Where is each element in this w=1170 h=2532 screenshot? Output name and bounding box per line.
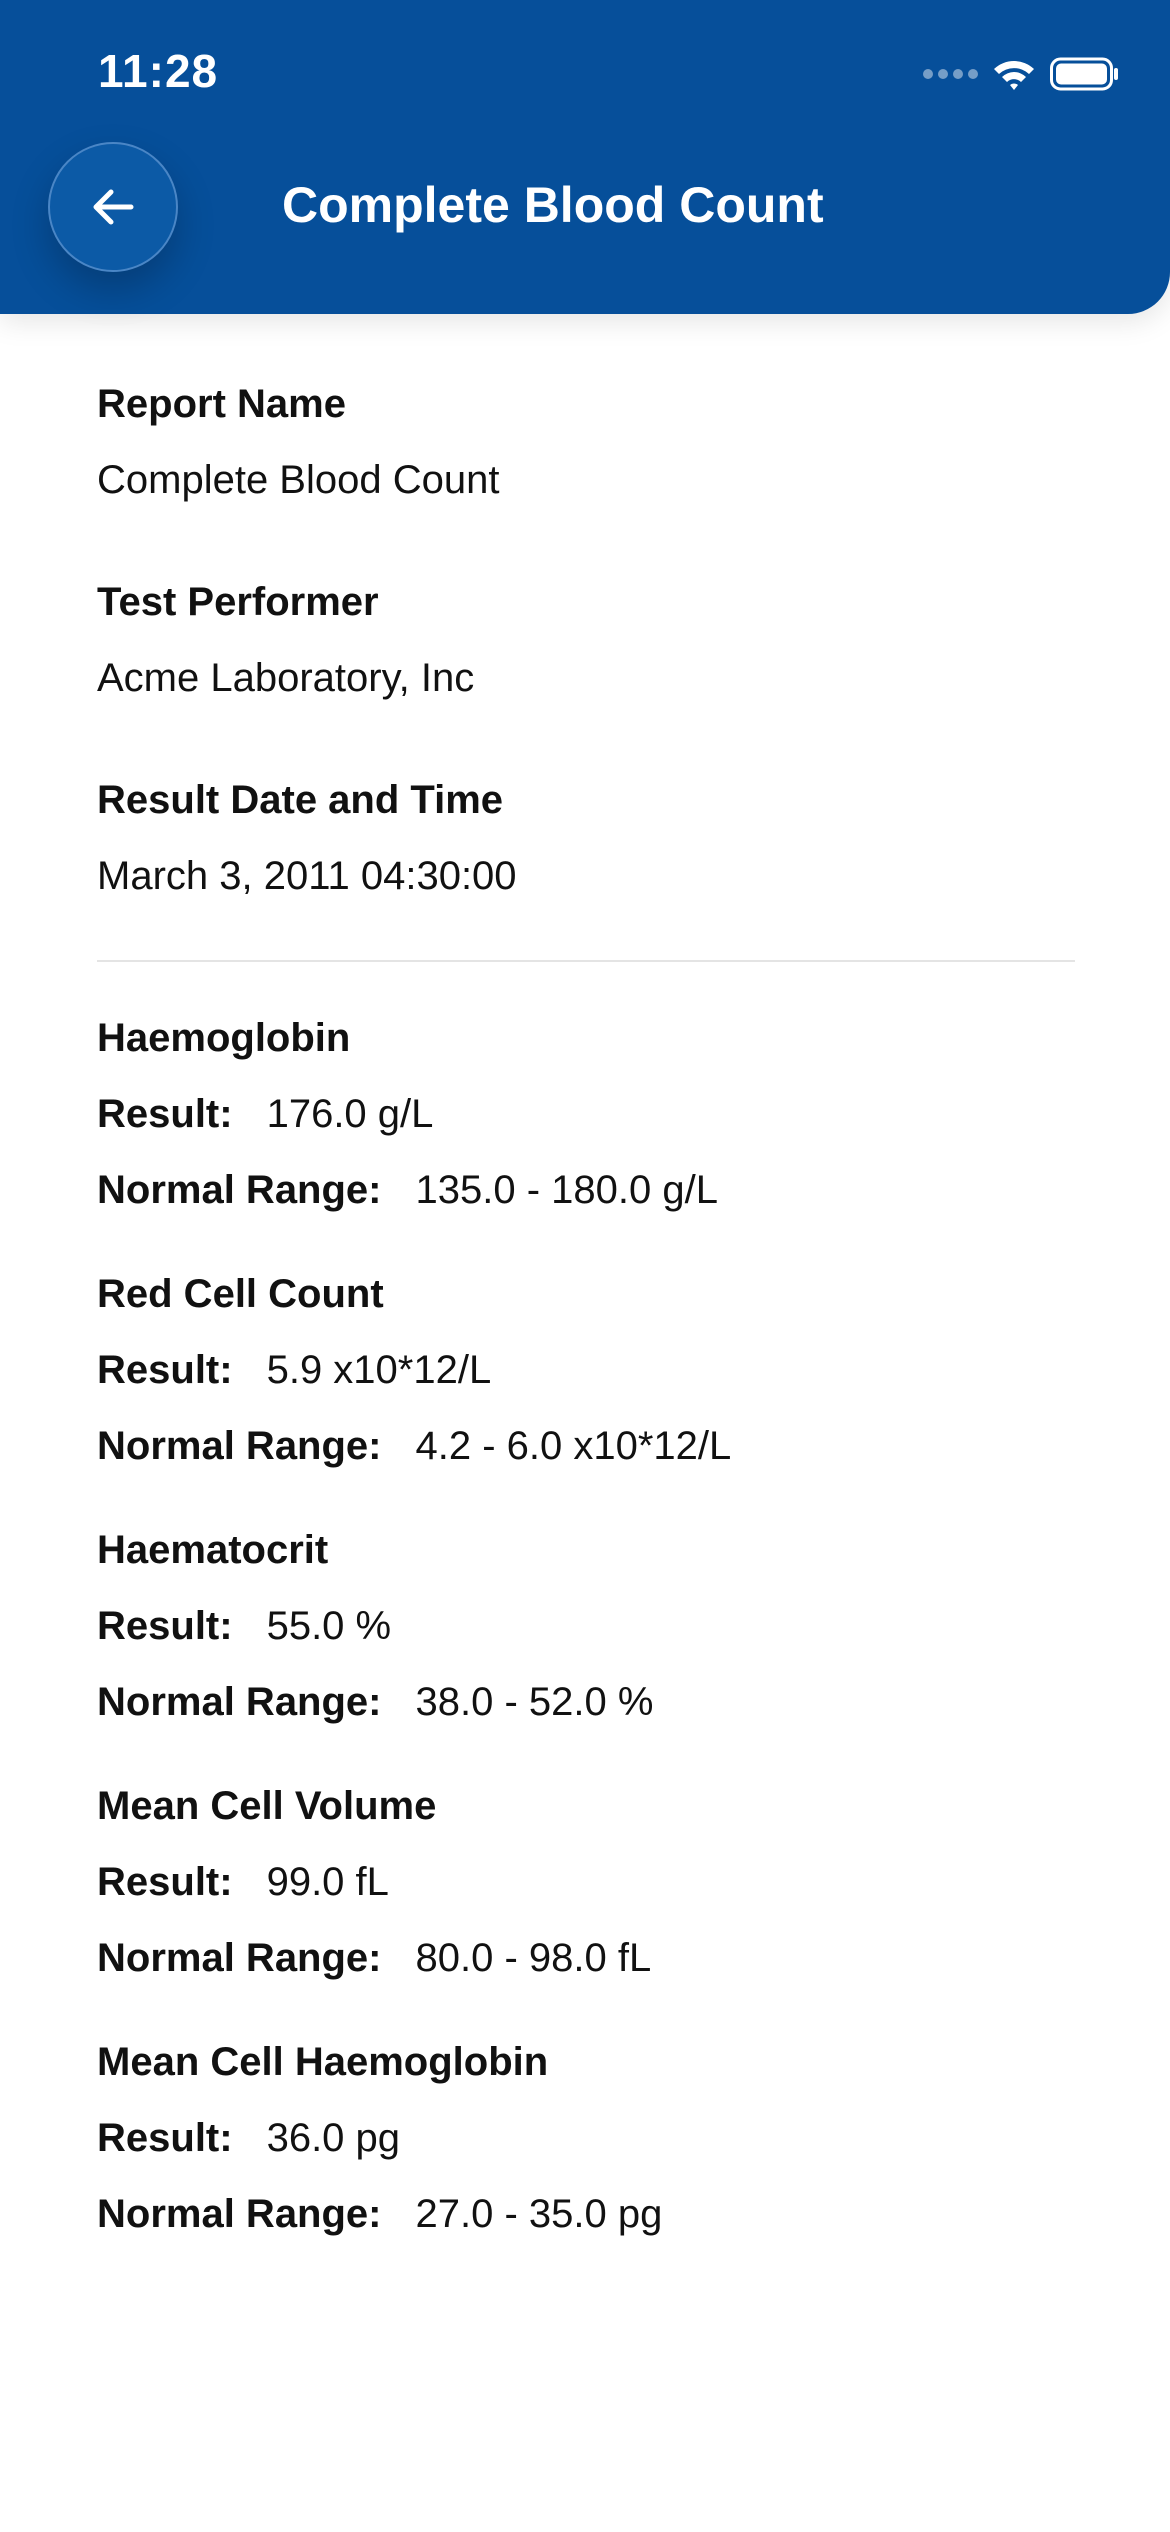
result-line: Result: 176.0 g/L — [97, 1090, 1075, 1138]
result-value: 55.0 % — [266, 1604, 392, 1648]
back-button[interactable] — [48, 142, 178, 272]
test-result-item: Haemoglobin Result: 176.0 g/L Normal Rang… — [97, 1014, 1075, 1214]
result-line: Result: 5.9 x10*12/L — [97, 1346, 1075, 1394]
result-line: Result: 36.0 pg — [97, 2114, 1075, 2162]
range-label: Normal Range: — [97, 1424, 382, 1468]
range-value: 27.0 - 35.0 pg — [415, 2192, 663, 2236]
test-name: Mean Cell Haemoglobin — [97, 2040, 549, 2084]
test-result-item: Red Cell Count Result: 5.9 x10*12/L Norma… — [97, 1270, 1075, 1470]
status-time: 11:28 — [98, 45, 219, 97]
test-result-item: Haematocrit Result: 55.0 % Normal Range: 3… — [97, 1526, 1075, 1726]
field-value: March 3, 2011 04:30:00 — [97, 854, 517, 898]
range-label: Normal Range: — [97, 1168, 382, 1212]
signal-dots-icon — [923, 69, 978, 79]
app-header: 11:28 Complete Blood Count — [0, 0, 1170, 314]
result-label: Result: — [97, 1860, 233, 1904]
result-line: Result: 55.0 % — [97, 1602, 1075, 1650]
section-divider — [97, 960, 1075, 962]
test-name: Haematocrit — [97, 1528, 329, 1572]
test-name: Haemoglobin — [97, 1016, 351, 1060]
range-label: Normal Range: — [97, 2192, 382, 2236]
battery-icon — [1050, 57, 1118, 91]
arrow-left-icon — [93, 189, 134, 225]
result-value: 99.0 fL — [266, 1860, 389, 1904]
range-label: Normal Range: — [97, 1680, 382, 1724]
result-value: 176.0 g/L — [266, 1092, 434, 1136]
field-value: Acme Laboratory, Inc — [97, 656, 475, 700]
test-result-item: Mean Cell Volume Result: 99.0 fL Normal R… — [97, 1782, 1075, 1982]
result-label: Result: — [97, 1092, 233, 1136]
report-field: Test Performer Acme Laboratory, Inc — [97, 578, 1075, 702]
result-label: Result: — [97, 2116, 233, 2160]
report-field: Report Name Complete Blood Count — [97, 380, 1075, 504]
range-line: Normal Range: 4.2 - 6.0 x10*12/L — [97, 1422, 1075, 1470]
range-label: Normal Range: — [97, 1936, 382, 1980]
range-line: Normal Range: 80.0 - 98.0 fL — [97, 1934, 1075, 1982]
wifi-icon — [994, 61, 1034, 90]
field-value: Complete Blood Count — [97, 458, 500, 502]
page-title: Complete Blood Count — [282, 177, 824, 233]
report-content: Report Name Complete Blood Count Test Pe… — [97, 380, 1075, 2326]
range-value: 135.0 - 180.0 g/L — [415, 1168, 718, 1212]
result-label: Result: — [97, 1604, 233, 1648]
test-name: Mean Cell Volume — [97, 1784, 437, 1828]
result-value: 36.0 pg — [266, 2116, 401, 2160]
test-result-item: Mean Cell Haemoglobin Result: 36.0 pg Nor… — [97, 2038, 1075, 2238]
status-icons — [923, 54, 1120, 94]
range-line: Normal Range: 27.0 - 35.0 pg — [97, 2190, 1075, 2238]
test-name: Red Cell Count — [97, 1272, 384, 1316]
field-label: Report Name — [97, 382, 346, 426]
result-line: Result: 99.0 fL — [97, 1858, 1075, 1906]
range-value: 80.0 - 98.0 fL — [415, 1936, 652, 1980]
report-field: Result Date and Time March 3, 2011 04:30… — [97, 776, 1075, 900]
range-line: Normal Range: 38.0 - 52.0 % — [97, 1678, 1075, 1726]
range-value: 38.0 - 52.0 % — [415, 1680, 654, 1724]
result-value: 5.9 x10*12/L — [266, 1348, 492, 1392]
range-value: 4.2 - 6.0 x10*12/L — [415, 1424, 732, 1468]
range-line: Normal Range: 135.0 - 180.0 g/L — [97, 1166, 1075, 1214]
field-label: Test Performer — [97, 580, 379, 624]
result-label: Result: — [97, 1348, 233, 1392]
field-label: Result Date and Time — [97, 778, 504, 822]
